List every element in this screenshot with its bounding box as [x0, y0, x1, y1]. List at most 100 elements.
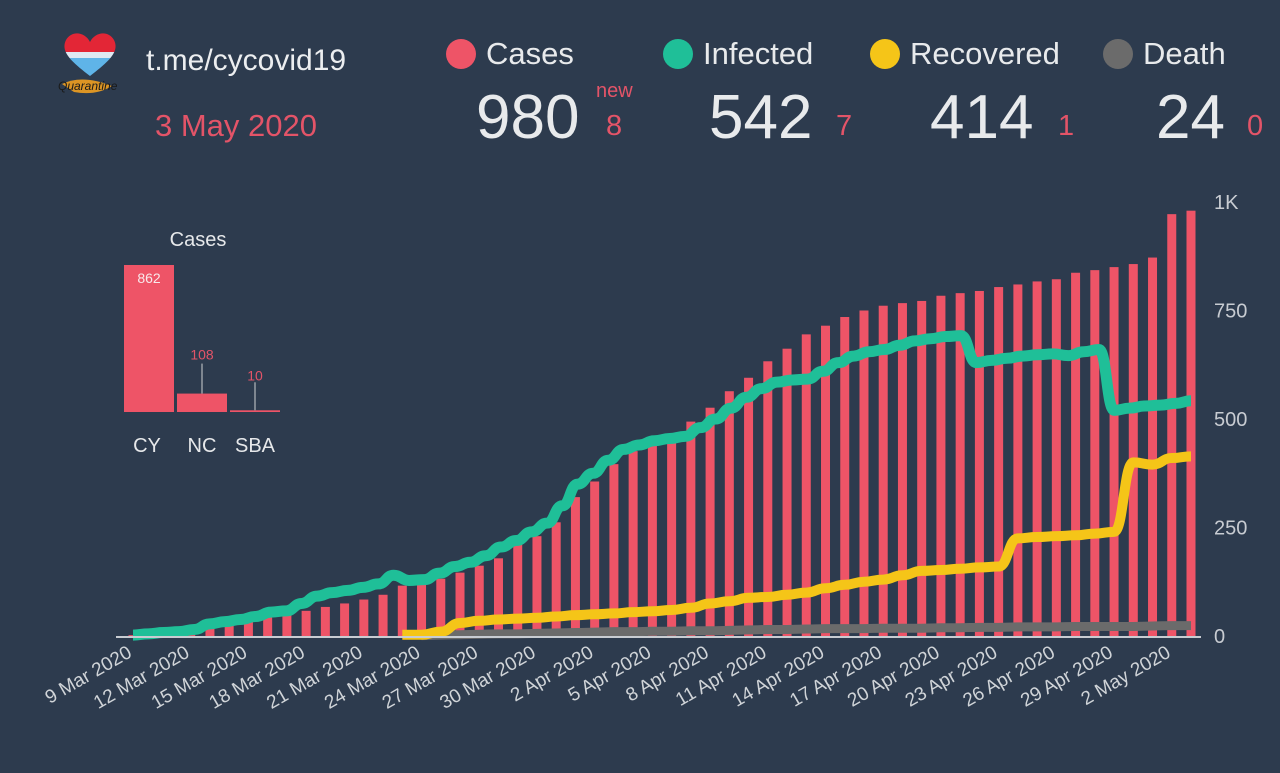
cases-bar: [628, 451, 638, 636]
cases-bar: [493, 558, 503, 636]
cases-bar: [686, 421, 696, 636]
cases-bar: [282, 614, 292, 636]
cases-bar: [532, 536, 542, 636]
cases-bar: [763, 361, 773, 636]
mini-category-label: NC: [188, 435, 217, 457]
stat-label: Recovered: [910, 36, 1060, 71]
cases-bar: [840, 317, 850, 636]
stat-label: Infected: [703, 36, 814, 71]
cases-bar: [897, 303, 907, 636]
death-legend-dot: [1103, 39, 1133, 69]
mini-category-label: CY: [133, 435, 161, 457]
cases-bar: [513, 543, 523, 636]
cases-bar: [647, 442, 657, 636]
cases-bar: [1013, 284, 1023, 636]
mini-chart-title: Cases: [170, 229, 227, 251]
cases-bar: [1167, 214, 1177, 637]
cases-bar: [301, 610, 311, 636]
cases-legend-dot: [446, 39, 476, 69]
cases-bars: [128, 210, 1196, 637]
cases-bar: [974, 290, 984, 636]
cases-bar: [1051, 279, 1061, 636]
mini-bar-value: 108: [190, 347, 214, 363]
cases-bar: [994, 287, 1004, 636]
cases-bar: [821, 325, 831, 636]
cases-bar: [609, 464, 619, 636]
stat-delta: 0: [1247, 110, 1264, 142]
y-tick-label: 500: [1214, 409, 1247, 431]
cases-bar: [243, 621, 253, 636]
cases-bar: [551, 522, 561, 636]
region-cases-chart: Cases 862 CY 108 NC 10 SBA: [124, 229, 280, 457]
stat-value: 414: [930, 83, 1034, 152]
cases-bar: [359, 599, 369, 636]
y-tick-label: 250: [1214, 518, 1247, 540]
cases-bar: [320, 606, 330, 636]
heart-icon: Quarantine: [58, 33, 118, 94]
recovered-line: [402, 451, 1192, 640]
cases-bar: [724, 391, 734, 636]
stat-value: 542: [709, 83, 813, 152]
y-tick-label: 750: [1214, 301, 1247, 323]
cases-bar: [397, 585, 407, 636]
series-lines: [132, 330, 1192, 641]
cases-bar: [801, 334, 811, 636]
infected-legend-dot: [663, 39, 693, 69]
cases-bar: [667, 434, 677, 636]
cases-bar: [705, 407, 715, 636]
cases-bar: [744, 377, 754, 636]
new-label: new: [596, 80, 633, 102]
cases-bar: [859, 310, 869, 636]
stat-delta: 8: [606, 110, 623, 142]
mini-bar-sba: [230, 410, 280, 412]
infected-line: [132, 330, 1192, 641]
mini-bar-value: 10: [247, 367, 263, 383]
stat-label: Cases: [486, 36, 574, 71]
cases-bar: [782, 348, 792, 636]
cases-bar: [1071, 272, 1081, 636]
logo-text: Quarantine: [58, 79, 118, 93]
cases-bar: [205, 626, 215, 636]
cases-bar: [1090, 270, 1100, 636]
cases-bar: [378, 594, 388, 636]
mini-category-label: SBA: [235, 435, 276, 457]
stat-value: 24: [1156, 83, 1225, 152]
cases-bar: [955, 293, 965, 636]
death-line: [421, 621, 1191, 641]
y-tick-label: 1K: [1214, 192, 1239, 214]
stat-value: 980: [476, 83, 580, 152]
cases-bar: [936, 295, 946, 636]
cases-bar: [1186, 210, 1196, 636]
cases-bar: [570, 497, 580, 636]
cases-bar: [417, 582, 427, 636]
stat-delta: 1: [1058, 110, 1075, 142]
cases-bar: [1032, 281, 1042, 636]
channel-link[interactable]: t.me/cycovid19: [146, 44, 347, 77]
y-tick-label: 0: [1214, 626, 1225, 648]
recovered-legend-dot: [870, 39, 900, 69]
cases-bar: [263, 616, 273, 636]
stat-infected: Infected 542 7: [663, 36, 852, 152]
quarantine-logo: Quarantine: [52, 26, 128, 102]
cases-bar: [340, 603, 350, 636]
cases-bar: [1148, 257, 1158, 636]
cases-bar: [878, 305, 888, 636]
cases-bar: [224, 624, 234, 636]
stat-recovered: Recovered 414 1: [870, 36, 1074, 152]
cases-bar: [917, 300, 927, 636]
stat-label: Death: [1143, 36, 1226, 71]
cases-bar: [1128, 264, 1138, 636]
cases-bar: [436, 578, 446, 636]
stat-cases: Cases 980 new 8: [446, 36, 633, 152]
report-date: 3 May 2020: [155, 108, 317, 143]
stat-delta: 7: [836, 110, 853, 142]
mini-bar-value: 862: [137, 270, 161, 286]
stat-death: Death 24 0: [1103, 36, 1263, 152]
cases-bar: [474, 565, 484, 636]
cases-bar: [455, 572, 465, 636]
cases-bar: [590, 481, 600, 636]
mini-bar-nc: [177, 393, 227, 412]
cases-bar: [1109, 267, 1119, 636]
mini-bar-cy: [124, 265, 174, 412]
